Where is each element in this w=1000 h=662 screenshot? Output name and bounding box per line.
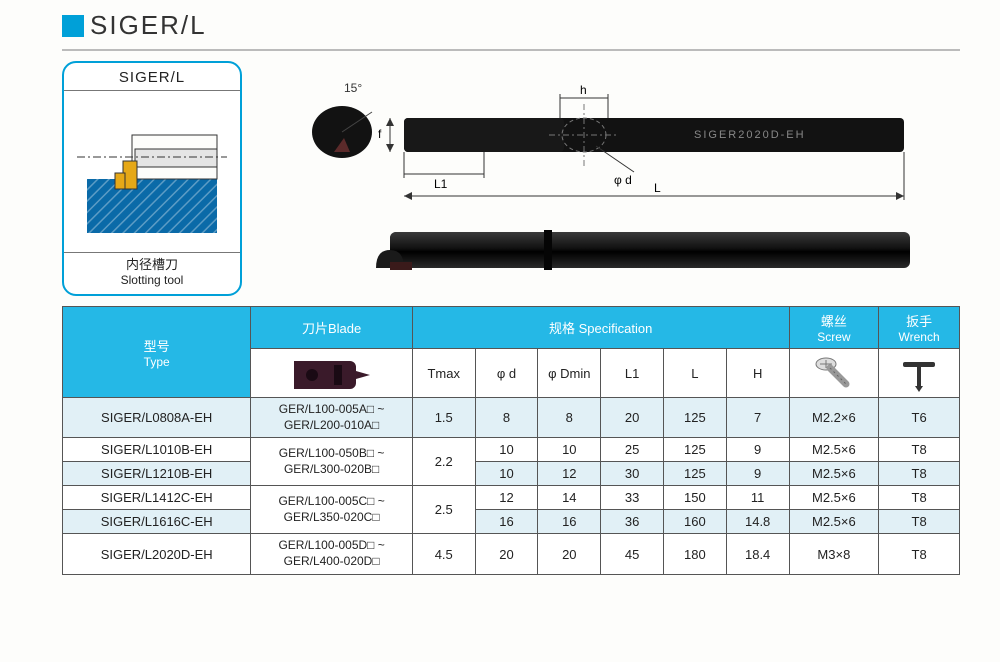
- diagram-caption: 内径槽刀 Slotting tool: [64, 252, 240, 294]
- cell-l1: 33: [601, 486, 664, 510]
- cell-blade: GER/L100-005C□ ~GER/L350-020C□: [251, 486, 412, 534]
- cell-tmax: 4.5: [412, 534, 475, 574]
- blade-insert-icon: [251, 349, 412, 398]
- page-title: SIGER/L: [90, 10, 207, 41]
- cell-l1: 20: [601, 398, 664, 438]
- cell-l1: 25: [601, 438, 664, 462]
- cell-l: 150: [663, 486, 726, 510]
- tool-schematic-top: 15° SIGER2020D-EH h φ d: [294, 74, 934, 204]
- cell-screw: M2.5×6: [789, 438, 879, 462]
- slotting-diagram: [77, 91, 227, 252]
- cell-h: 7: [726, 398, 789, 438]
- table-row: SIGER/L1412C-EH GER/L100-005C□ ~GER/L350…: [63, 486, 960, 510]
- sub-dmin: φ Dmin: [538, 349, 601, 398]
- sub-h: H: [726, 349, 789, 398]
- dim-d: φ d: [614, 173, 632, 187]
- cell-type: SIGER/L1210B-EH: [63, 462, 251, 486]
- dim-h: h: [580, 83, 587, 97]
- cell-d: 12: [475, 486, 538, 510]
- cell-dmin: 16: [538, 510, 601, 534]
- table-row: SIGER/L1210B-EH 10 12 30 125 9 M2.5×6 T8: [63, 462, 960, 486]
- cell-wrench: T6: [879, 398, 960, 438]
- cell-h: 9: [726, 462, 789, 486]
- cell-h: 11: [726, 486, 789, 510]
- cell-h: 9: [726, 438, 789, 462]
- cell-l1: 30: [601, 462, 664, 486]
- cell-tmax: 1.5: [412, 398, 475, 438]
- dim-l1: L1: [434, 177, 448, 191]
- cell-l: 125: [663, 398, 726, 438]
- cell-screw: M2.5×6: [789, 486, 879, 510]
- cell-d: 16: [475, 510, 538, 534]
- sub-l1: L1: [601, 349, 664, 398]
- cell-h: 18.4: [726, 534, 789, 574]
- tool-photo-bottom: [294, 214, 934, 284]
- cell-d: 10: [475, 462, 538, 486]
- cell-type: SIGER/L1412C-EH: [63, 486, 251, 510]
- cell-blade: GER/L100-005A□ ~GER/L200-010A□: [251, 398, 412, 438]
- cell-d: 10: [475, 438, 538, 462]
- cell-dmin: 10: [538, 438, 601, 462]
- tool-images: 15° SIGER2020D-EH h φ d: [268, 61, 960, 296]
- wrench-icon: [879, 349, 960, 398]
- table-row: SIGER/L1616C-EH 16 16 36 160 14.8 M2.5×6…: [63, 510, 960, 534]
- cell-l1: 36: [601, 510, 664, 534]
- cell-screw: M2.5×6: [789, 462, 879, 486]
- cell-l: 125: [663, 438, 726, 462]
- spec-table: 型号 Type 刀片Blade 规格 Specification 螺丝 Scre…: [62, 306, 960, 574]
- diagram-box: SIGER/L: [62, 61, 242, 296]
- cell-tmax: 2.5: [412, 486, 475, 534]
- sub-tmax: Tmax: [412, 349, 475, 398]
- cell-screw: M3×8: [789, 534, 879, 574]
- sub-l: L: [663, 349, 726, 398]
- cell-h: 14.8: [726, 510, 789, 534]
- cell-tmax: 2.2: [412, 438, 475, 486]
- cell-type: SIGER/L1010B-EH: [63, 438, 251, 462]
- cell-l: 180: [663, 534, 726, 574]
- cell-wrench: T8: [879, 510, 960, 534]
- title-block-icon: [62, 15, 84, 37]
- page-title-row: SIGER/L: [62, 10, 960, 41]
- cell-wrench: T8: [879, 438, 960, 462]
- cell-l1: 45: [601, 534, 664, 574]
- cell-wrench: T8: [879, 462, 960, 486]
- cell-type: SIGER/L0808A-EH: [63, 398, 251, 438]
- cell-dmin: 12: [538, 462, 601, 486]
- cell-l: 160: [663, 510, 726, 534]
- th-type: 型号 Type: [63, 307, 251, 398]
- cell-dmin: 14: [538, 486, 601, 510]
- dim-f: f: [378, 127, 382, 141]
- cell-d: 20: [475, 534, 538, 574]
- cell-dmin: 8: [538, 398, 601, 438]
- cell-type: SIGER/L2020D-EH: [63, 534, 251, 574]
- diagram-caption-en: Slotting tool: [64, 273, 240, 288]
- cell-dmin: 20: [538, 534, 601, 574]
- top-area: SIGER/L: [62, 61, 960, 296]
- th-screw: 螺丝 Screw: [789, 307, 879, 349]
- table-row: SIGER/L1010B-EH GER/L100-050B□ ~GER/L300…: [63, 438, 960, 462]
- table-header-row: 型号 Type 刀片Blade 规格 Specification 螺丝 Scre…: [63, 307, 960, 349]
- screw-icon: [789, 349, 879, 398]
- table-row: SIGER/L0808A-EH GER/L100-005A□ ~GER/L200…: [63, 398, 960, 438]
- cell-screw: M2.5×6: [789, 510, 879, 534]
- diagram-title: SIGER/L: [64, 63, 240, 91]
- diagram-caption-cn: 内径槽刀: [64, 257, 240, 273]
- th-spec: 规格 Specification: [412, 307, 789, 349]
- cell-type: SIGER/L1616C-EH: [63, 510, 251, 534]
- dim-l: L: [654, 181, 661, 195]
- title-underline: [62, 49, 960, 51]
- tool-marking: SIGER2020D-EH: [694, 129, 806, 141]
- table-row: SIGER/L2020D-EH GER/L100-005D□ ~GER/L400…: [63, 534, 960, 574]
- sub-d: φ d: [475, 349, 538, 398]
- th-blade: 刀片Blade: [251, 307, 412, 349]
- cell-screw: M2.2×6: [789, 398, 879, 438]
- cell-wrench: T8: [879, 534, 960, 574]
- angle-label: 15°: [344, 81, 362, 95]
- cell-blade: GER/L100-005D□ ~GER/L400-020D□: [251, 534, 412, 574]
- cell-d: 8: [475, 398, 538, 438]
- cell-blade: GER/L100-050B□ ~GER/L300-020B□: [251, 438, 412, 486]
- cell-wrench: T8: [879, 486, 960, 510]
- th-wrench: 扳手 Wrench: [879, 307, 960, 349]
- cell-l: 125: [663, 462, 726, 486]
